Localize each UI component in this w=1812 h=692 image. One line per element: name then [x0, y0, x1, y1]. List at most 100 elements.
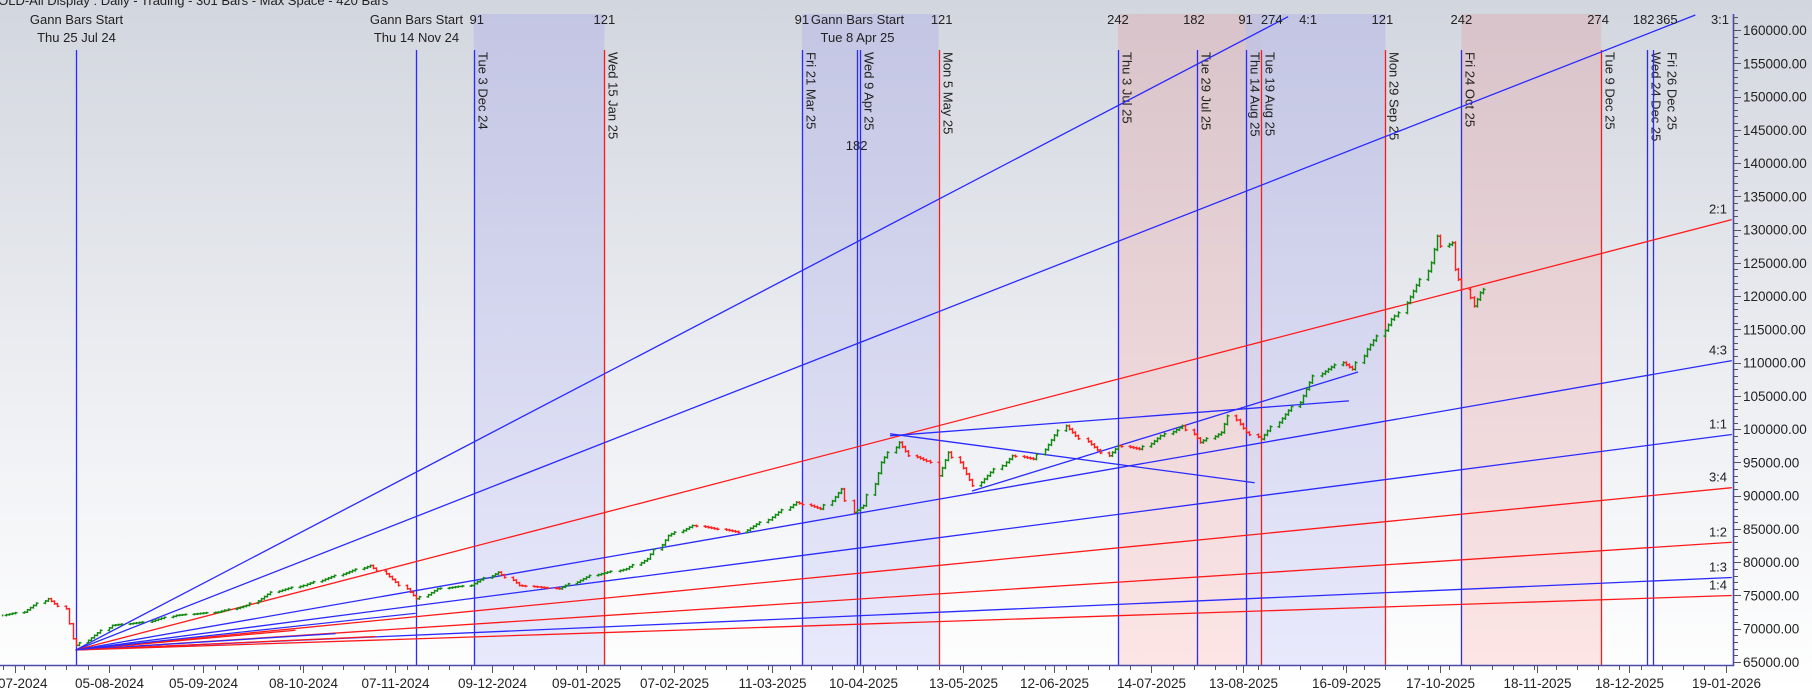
gann-line-4-3: [75, 359, 1732, 651]
gann-short-ray: [75, 612, 416, 651]
ohlc-bar: [523, 584, 528, 588]
x-tick-label: 07-02-2025: [640, 676, 709, 691]
ohlc-bar: [842, 487, 847, 502]
gann-bars-start-label: Gann Bars Start: [811, 12, 905, 27]
y-tick-label: 65000.00: [1743, 655, 1799, 670]
marker-date-label: Wed 24 Dec 25: [1649, 52, 1664, 141]
ohlc-bar: [1268, 425, 1273, 433]
gann-ratio-label: 3:1: [1711, 12, 1729, 27]
y-tick-label: 120000.00: [1743, 289, 1807, 304]
x-tick-label: 11-03-2025: [738, 676, 806, 691]
ohlc-bar: [226, 608, 231, 612]
ohlc-bar: [1417, 277, 1422, 287]
ohlc-bar: [1055, 429, 1060, 437]
ohlc-bar: [545, 586, 550, 590]
gann-short-ray: [75, 635, 376, 651]
gann-start-date-label: Thu 25 Jul 24: [37, 30, 116, 45]
ohlc-bar: [481, 576, 486, 581]
ohlc-bar: [694, 524, 699, 528]
y-tick-label: 85000.00: [1743, 522, 1799, 537]
x-tick-label: 19-01-2026: [1692, 676, 1761, 691]
ohlc-bar: [779, 508, 784, 514]
ohlc-bar: [566, 582, 571, 587]
ohlc-bar: [77, 641, 82, 647]
ohlc-bar: [1247, 431, 1252, 437]
trendline: [889, 400, 1349, 437]
gann-ratio-label: 4:1: [1299, 12, 1317, 27]
ohlc-bar: [608, 570, 613, 574]
ohlc-bar: [928, 459, 933, 464]
ohlc-bar: [140, 621, 145, 624]
ohlc-bar: [949, 451, 954, 459]
gann-start-date-label: Tue 8 Apr 25: [821, 30, 895, 45]
ohlc-bar: [1392, 314, 1397, 321]
bar-count-label: 365: [1656, 12, 1678, 27]
ohlc-bar: [247, 602, 252, 607]
time-band-blue: [473, 14, 605, 666]
ohlc-bar: [353, 568, 358, 572]
ohlc-bar: [119, 623, 124, 626]
ohlc-bar: [1289, 405, 1294, 412]
gann-ratio-label: 1:4: [1709, 577, 1727, 592]
x-tick-label: 09-12-2024: [458, 676, 528, 691]
ohlc-bar: [289, 586, 294, 590]
ohlc-bar: [535, 585, 540, 588]
ohlc-bar: [1013, 454, 1018, 458]
ohlc-bar: [1204, 437, 1209, 442]
ohlc-bar: [456, 585, 461, 588]
ohlc-bar: [301, 584, 306, 588]
y-tick-label: 90000.00: [1743, 489, 1799, 504]
y-tick-label: 130000.00: [1743, 223, 1807, 238]
gann-ratio-label: 3:4: [1709, 470, 1727, 485]
x-tick-label: 05-08-2024: [75, 676, 145, 691]
ohlc-bar: [651, 548, 656, 556]
marker-date-label: Tue 29 Jul 25: [1199, 52, 1214, 130]
y-tick-label: 125000.00: [1743, 256, 1807, 271]
chart-title: GOLD-All Display : Daily - Trading - 301…: [0, 0, 389, 8]
x-tick-label: 13-05-2025: [929, 676, 998, 691]
bar-count-label: 91: [469, 12, 483, 27]
gann-start-date-label: Thu 14 Nov 24: [374, 30, 459, 45]
x-tick-label: 14-07-2025: [1117, 676, 1186, 691]
bar-counts: 4:1 3:1 2:1 4:3 1:1 3:4 1:2 1:3 1:4 91 121 91 182 121…: [469, 12, 1729, 592]
ohlc-bar: [1459, 277, 1464, 292]
x-axis: 07-2024 05-08-2024 05-09-2024 08-10-2024 07-…: [0, 664, 1761, 691]
ohlc-bar: [1353, 361, 1358, 371]
trendline: [889, 433, 1255, 484]
gann-ratio-label: 4:3: [1709, 343, 1727, 358]
y-tick-label: 95000.00: [1743, 455, 1799, 470]
y-tick-label: 150000.00: [1743, 90, 1807, 105]
x-tick-label: 12-06-2025: [1020, 676, 1089, 691]
bar-count-label: 182: [1183, 12, 1205, 27]
ohlc-bar: [183, 613, 188, 616]
gann-ratio-label: 1:3: [1709, 560, 1727, 575]
ohlc-bar: [924, 458, 929, 463]
trendline: [971, 371, 1359, 492]
x-tick-label: 05-09-2024: [169, 676, 239, 691]
ohlc-bar: [98, 629, 103, 634]
ohlc-bar: [630, 563, 635, 568]
y-tick-label: 70000.00: [1743, 622, 1799, 637]
ohlc-bar: [1119, 444, 1124, 448]
gann-short-ray: [75, 633, 336, 651]
y-tick-label: 135000.00: [1743, 189, 1807, 204]
gann-line-1-1: [75, 433, 1732, 651]
ohlc-bar: [311, 580, 316, 585]
ohlc-bar: [1034, 453, 1039, 461]
ohlc-bar: [417, 595, 422, 600]
bar-count-label: 274: [1587, 12, 1609, 27]
bar-count-label: 182: [1633, 12, 1655, 27]
y-axis: 65000.00 70000.00 75000.00 80000.00 85000.00…: [1732, 14, 1807, 670]
gann-fan: [75, 14, 1732, 651]
x-tick-label: 07-2024: [0, 676, 48, 691]
ohlc-bar: [970, 478, 975, 487]
ohlc-bar: [268, 591, 273, 596]
ohlc-bar: [1481, 287, 1486, 295]
x-tick-label: 17-10-2025: [1406, 676, 1475, 691]
ohlc-bar: [800, 502, 805, 506]
y-tick-label: 155000.00: [1743, 56, 1807, 71]
time-markers: Gann Bars Start Thu 25 Jul 24 Gann Bars St…: [30, 12, 1680, 666]
marker-date-label: Wed 15 Jan 25: [606, 52, 621, 139]
bar-count-label: 91: [795, 12, 809, 27]
